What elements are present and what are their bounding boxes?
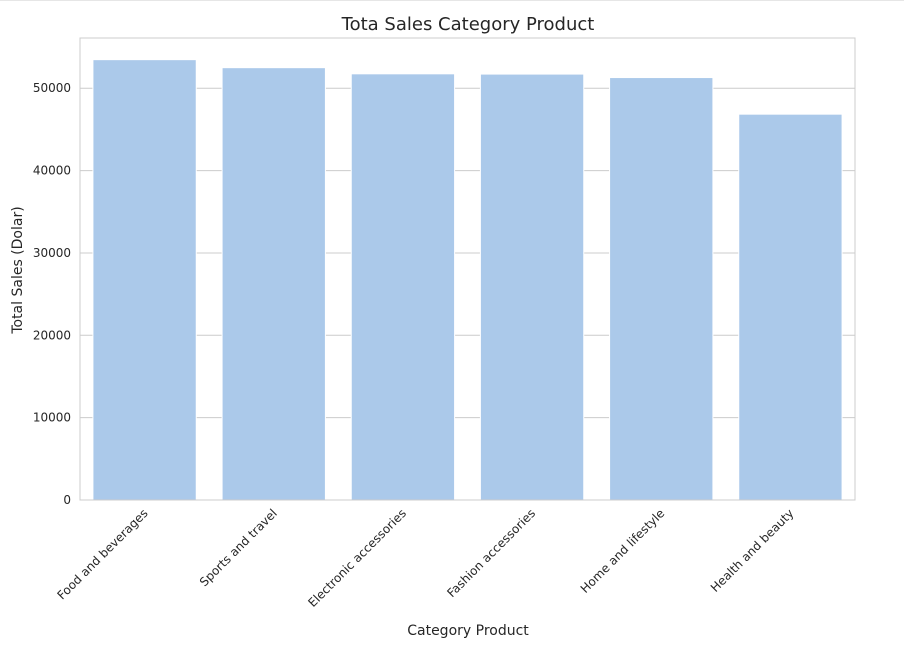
- bar: [609, 77, 714, 501]
- x-tick-label: Food and beverages: [55, 506, 151, 602]
- y-tick-label: 30000: [33, 246, 71, 260]
- y-tick-label: 0: [63, 493, 71, 507]
- x-axis-label: Category Product: [407, 623, 529, 639]
- x-tick-label: Electronic accessories: [305, 506, 409, 610]
- plot-frame: [79, 37, 856, 501]
- chart-title: Tota Sales Category Product: [341, 14, 595, 35]
- top-border: [0, 0, 904, 1]
- y-tick-label: 50000: [33, 81, 71, 95]
- y-axis-label: Total Sales (Dolar): [10, 206, 26, 334]
- bars: [92, 59, 843, 501]
- bar: [350, 73, 456, 501]
- bar: [479, 73, 585, 501]
- y-tick-labels: 0 10000 20000 30000 40000 50000: [33, 81, 71, 507]
- y-tick-label: 20000: [33, 328, 71, 342]
- x-tick-label: Sports and travel: [197, 506, 280, 589]
- bar: [221, 67, 326, 501]
- x-tick-labels: Food and beverages Sports and travel Elect…: [55, 506, 797, 610]
- y-tick-label: 40000: [33, 164, 71, 178]
- bar: [738, 113, 843, 501]
- bar: [92, 59, 197, 501]
- y-tick-label: 10000: [33, 411, 71, 425]
- x-tick-label: Home and lifestyle: [578, 506, 668, 596]
- x-tick-label: Fashion accessories: [444, 506, 538, 600]
- x-tick-label: Health and beauty: [708, 506, 797, 595]
